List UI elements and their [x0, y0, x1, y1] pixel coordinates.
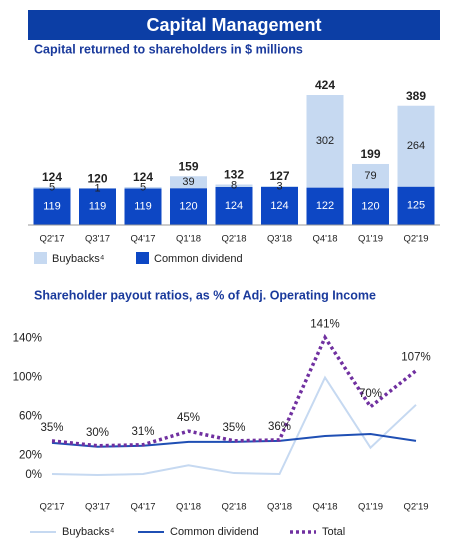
- bar-segment: [306, 95, 344, 188]
- legend-label: Total: [322, 526, 345, 538]
- data-label: 141%: [310, 319, 339, 331]
- bar-segment: [397, 186, 435, 225]
- x-tick-label: Q3'17: [85, 234, 110, 245]
- x-tick-label: Q3'18: [267, 234, 292, 245]
- x-tick-label: Q1'19: [358, 502, 383, 513]
- bar-segment: [33, 186, 71, 189]
- bar-segment: [33, 188, 71, 225]
- data-label: 30%: [86, 427, 109, 439]
- x-tick-label: Q3'17: [85, 502, 110, 513]
- total-label: 120: [87, 171, 107, 185]
- header-title: Capital Management: [146, 15, 321, 35]
- legend-swatch: [136, 252, 149, 264]
- y-tick-label: 140%: [13, 333, 42, 345]
- segment-label: 5: [140, 182, 146, 194]
- bar-segment: [124, 186, 162, 189]
- x-tick-label: Q2'19: [403, 502, 428, 513]
- segment-label: 120: [361, 201, 379, 213]
- x-tick-label: Q4'18: [312, 234, 337, 245]
- bar-segment: [261, 186, 298, 187]
- data-label: 70%: [359, 388, 382, 400]
- y-tick-label: 60%: [19, 411, 42, 423]
- x-tick-label: Q2'17: [39, 234, 64, 245]
- data-label: 36%: [268, 421, 291, 433]
- data-label: 35%: [40, 422, 63, 434]
- y-tick-label: 20%: [19, 450, 42, 462]
- segment-label: 39: [182, 176, 194, 188]
- x-tick-label: Q1'18: [176, 502, 201, 513]
- x-tick-label: Q2'18: [221, 234, 246, 245]
- x-tick-label: Q4'17: [130, 234, 155, 245]
- y-tick-label: 100%: [13, 372, 42, 384]
- total-label: 124: [133, 170, 153, 184]
- bar-segment: [215, 184, 253, 187]
- segment-label: 5: [49, 182, 55, 194]
- data-label: 107%: [401, 352, 430, 364]
- bar-segment: [352, 188, 389, 225]
- segment-label: 122: [316, 200, 334, 212]
- segment-label: 120: [179, 201, 197, 213]
- segment-label: 125: [407, 200, 425, 212]
- segment-label: 8: [231, 180, 237, 192]
- total-label: 132: [224, 168, 244, 182]
- segment-label: 119: [43, 201, 61, 213]
- total-label: 124: [42, 170, 62, 184]
- bar-segment: [306, 187, 344, 225]
- x-tick-label: Q3'18: [267, 502, 292, 513]
- bar-segment: [170, 188, 207, 225]
- x-tick-label: Q1'18: [176, 234, 201, 245]
- series-line: [51, 375, 417, 477]
- total-label: 424: [315, 78, 335, 92]
- segment-label: 264: [407, 140, 425, 152]
- x-tick-label: Q2'17: [39, 502, 64, 513]
- segment-label: 3: [276, 180, 282, 192]
- x-tick-label: Q4'18: [312, 502, 337, 513]
- bar-segment: [397, 105, 435, 187]
- x-tick-label: Q2'18: [221, 502, 246, 513]
- segment-label: 119: [134, 201, 152, 213]
- total-label: 127: [269, 169, 289, 183]
- bar-segment: [124, 188, 162, 225]
- bar-segment: [215, 186, 253, 225]
- segment-label: 302: [316, 135, 334, 147]
- total-label: 389: [406, 89, 426, 103]
- legend-label: Common dividend: [170, 526, 259, 538]
- legend-label: Buybacks⁴: [62, 526, 115, 538]
- data-label: 31%: [131, 426, 154, 438]
- segment-label: 119: [89, 201, 107, 213]
- series-line: [51, 333, 418, 448]
- segment-label: 1: [94, 182, 100, 194]
- x-tick-label: Q4'17: [130, 502, 155, 513]
- data-label: 35%: [222, 422, 245, 434]
- bar-segment: [261, 186, 298, 225]
- chart-title: Shareholder payout ratios, as % of Adj. …: [34, 288, 376, 302]
- x-tick-label: Q1'19: [358, 234, 383, 245]
- total-label: 199: [360, 147, 380, 161]
- header-banner: [28, 10, 440, 40]
- y-tick-label: 0%: [25, 469, 42, 481]
- legend-label: Common dividend: [154, 253, 243, 265]
- legend-label: Buybacks⁴: [52, 253, 105, 265]
- bar-segment: [79, 188, 116, 225]
- segment-label: 79: [364, 170, 376, 182]
- x-tick-label: Q2'19: [403, 234, 428, 245]
- segment-label: 124: [225, 200, 243, 212]
- legend-swatch: [34, 252, 47, 264]
- bar-segment: [170, 176, 207, 189]
- chart-title: Capital returned to shareholders in $ mi…: [34, 42, 303, 56]
- total-label: 159: [178, 159, 198, 173]
- segment-label: 124: [270, 200, 288, 212]
- bar-segment: [352, 163, 389, 189]
- data-label: 45%: [177, 412, 200, 424]
